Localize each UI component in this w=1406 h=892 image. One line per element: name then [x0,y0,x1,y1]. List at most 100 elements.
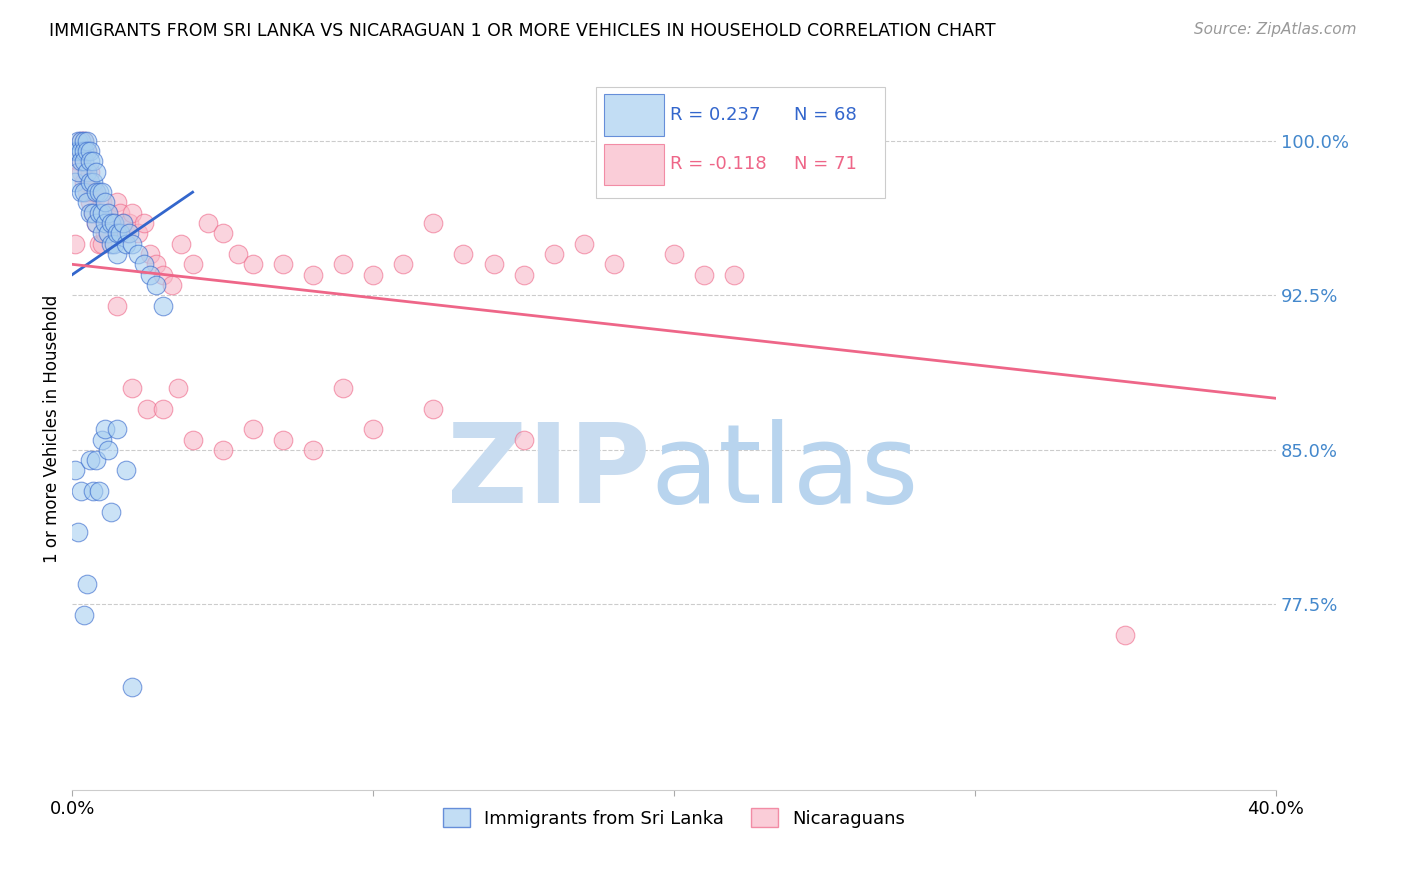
Point [65,144,87,158]
Point [115,236,138,251]
Point [70,185,93,199]
Point [512,268,534,282]
Point [65,175,87,189]
Point [110,227,132,241]
Point [73,185,96,199]
Point [79,195,101,210]
Point [84,185,107,199]
Point [76,576,98,591]
Point [91,227,114,241]
Point [181,433,204,447]
Text: R = -0.118: R = -0.118 [671,155,768,173]
Point [127,227,149,241]
Point [91,433,114,447]
Point [73,144,96,158]
Point [242,422,264,436]
Point [112,216,135,230]
Point [97,227,120,241]
Point [91,206,114,220]
Point [70,484,93,499]
FancyBboxPatch shape [605,144,665,186]
Point [76,134,98,148]
Text: N = 68: N = 68 [794,106,858,124]
Point [152,299,174,313]
Point [145,277,167,292]
Point [152,401,174,416]
Point [100,505,122,519]
Point [1114,628,1136,642]
Point [103,236,125,251]
Point [512,433,534,447]
Point [110,206,132,220]
Point [79,175,101,189]
Point [693,268,716,282]
Point [76,144,98,158]
Text: N = 71: N = 71 [794,155,858,173]
Point [572,236,595,251]
Point [115,463,138,477]
Point [84,453,107,467]
Point [121,680,143,694]
Point [118,227,141,241]
Point [76,144,98,158]
Point [97,227,120,241]
Point [181,257,204,271]
Point [211,442,233,457]
Point [94,227,117,241]
Point [197,216,219,230]
Point [134,257,156,271]
Point [67,154,90,169]
Point [94,195,117,210]
Point [121,381,143,395]
Point [76,195,98,210]
Legend: Immigrants from Sri Lanka, Nicaraguans: Immigrants from Sri Lanka, Nicaraguans [436,801,912,835]
Y-axis label: 1 or more Vehicles in Household: 1 or more Vehicles in Household [44,295,60,564]
Point [73,154,96,169]
Text: Source: ZipAtlas.com: Source: ZipAtlas.com [1194,22,1357,37]
Point [422,216,444,230]
Point [82,206,104,220]
Point [271,433,294,447]
Point [70,154,93,169]
Point [89,206,111,220]
Point [392,257,415,271]
Point [67,144,90,158]
Point [89,206,111,220]
Point [723,268,745,282]
Point [91,185,114,199]
Point [121,236,143,251]
Point [118,216,141,230]
Point [82,206,104,220]
Point [79,453,101,467]
Point [103,216,125,230]
Point [91,195,114,210]
Point [70,164,93,178]
Point [97,206,120,220]
Point [70,134,93,148]
Point [84,216,107,230]
Point [70,134,93,148]
Point [100,216,122,230]
Point [139,268,162,282]
Point [105,422,128,436]
Point [79,164,101,178]
Point [82,185,104,199]
Point [160,277,183,292]
Point [127,247,149,261]
Point [169,236,191,251]
Point [97,442,120,457]
Point [226,247,249,261]
Point [89,484,111,499]
Point [105,195,128,210]
FancyBboxPatch shape [605,95,665,136]
Point [67,164,90,178]
Point [332,381,354,395]
Point [73,175,96,189]
Point [603,257,626,271]
Point [70,144,93,158]
Point [482,257,505,271]
Point [332,257,354,271]
Point [152,268,174,282]
Point [105,227,128,241]
Point [361,422,384,436]
